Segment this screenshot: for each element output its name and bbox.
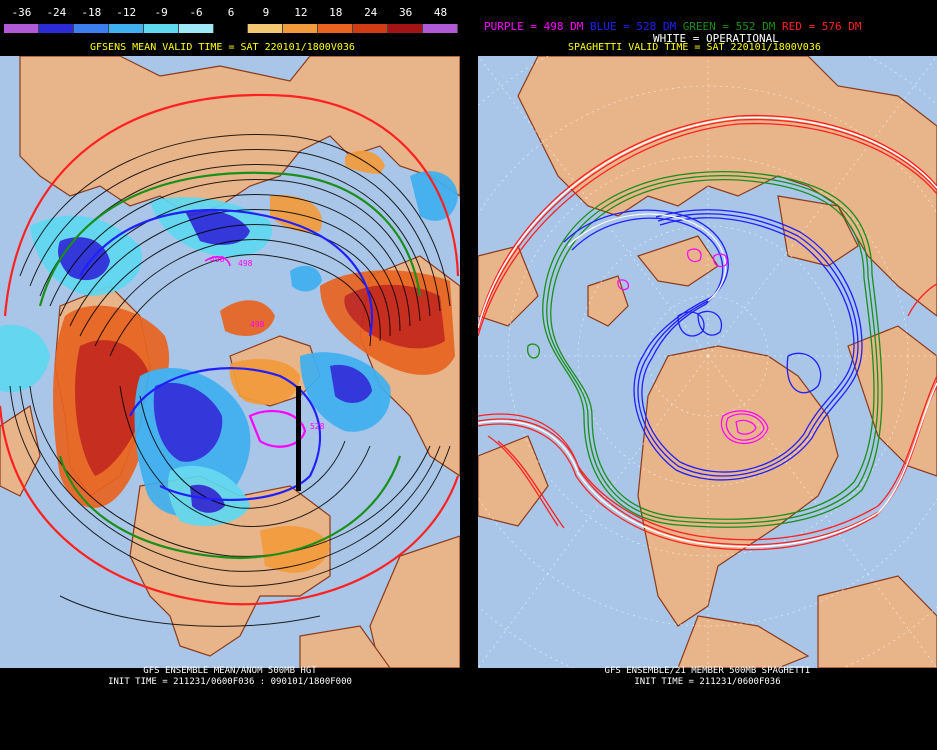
- colorbar-tick-label: 18: [329, 6, 343, 19]
- colorbar-tick-label: -36: [11, 6, 32, 19]
- colorbar-swatch: [388, 24, 424, 33]
- right-footer-init-time: INIT TIME = 211231/0600F036: [634, 677, 781, 687]
- colorbar-swatch: [73, 24, 109, 33]
- colorbar-swatch: [4, 24, 39, 33]
- colorbar-swatch: [143, 24, 179, 33]
- colorbar-swatch: [108, 24, 144, 33]
- colorbar-tick-label: -12: [116, 6, 137, 19]
- blue-operational-line: [567, 213, 727, 302]
- anomaly-colorbar: -36 -24 -18 -12 -9 -6 6 9 12 18 24 36 48: [4, 2, 458, 40]
- right-footer: GFS ENSEMBLE/21 MEMBER 500MB SPAGHETTI I…: [478, 666, 937, 692]
- colorbar-swatch: [38, 24, 74, 33]
- contour-label: 498: [210, 255, 225, 264]
- colorbar-swatch: [318, 24, 354, 33]
- colorbar-tick-label: 12: [294, 6, 308, 19]
- legend-green: GREEN = 552 DM: [682, 20, 776, 33]
- colorbar-tick-label: 48: [433, 6, 448, 19]
- right-landmasses: [478, 56, 937, 668]
- colorbar-tick-label: 36: [398, 6, 413, 19]
- colorbar-tick-label: 6: [227, 6, 235, 19]
- left-map: 498 498 498 528: [0, 56, 460, 668]
- left-contour-labels: 498 498 498 528: [210, 255, 325, 431]
- colorbar-tick-label: -24: [46, 6, 67, 19]
- right-green-contours: [527, 170, 883, 528]
- left-section-marker: [296, 386, 301, 491]
- colorbar-swatch: [248, 24, 284, 33]
- colorbar-tick-label: 9: [262, 6, 270, 19]
- left-map-svg: 498 498 498 528: [0, 56, 460, 668]
- left-footer-init-time: INIT TIME = 211231/0600F036 : 090101/180…: [108, 677, 352, 687]
- legend-operational: WHITE = OPERATIONAL: [653, 32, 779, 45]
- right-red-contours: [478, 114, 937, 551]
- colorbar-tick-label: -9: [154, 6, 168, 19]
- contour-label: 498: [250, 320, 265, 329]
- right-polar-grid: [478, 56, 937, 668]
- left-key-contours: [0, 93, 460, 606]
- colorbar-swatch: [423, 24, 458, 33]
- colorbar-tick-label: 24: [364, 6, 378, 19]
- right-valid-time-title: SPAGHETTI VALID TIME = SAT 220101/1800V0…: [568, 42, 821, 53]
- right-purple-contours: [617, 248, 769, 445]
- right-footer-product: GFS ENSEMBLE/21 MEMBER 500MB SPAGHETTI: [604, 666, 811, 676]
- left-panel-ensemble-mean: -36 -24 -18 -12 -9 -6 6 9 12 18 24 36 48 GFSENS MEAN…: [0, 0, 460, 750]
- legend-red: RED = 576 DM: [782, 20, 862, 33]
- legend-purple: PURPLE = 498 DM: [484, 20, 584, 33]
- left-valid-time-title: GFSENS MEAN VALID TIME = SAT 220101/1800…: [90, 42, 355, 53]
- colorbar-tick-labels: -36 -24 -18 -12 -9 -6 6 9 12 18 24 36 48: [4, 2, 458, 19]
- red-operational-line: [478, 382, 937, 548]
- left-anomaly-fills: [0, 150, 458, 573]
- red-operational-line: [478, 116, 937, 329]
- contour-label: 528: [310, 422, 325, 431]
- colorbar-swatch: [213, 24, 249, 33]
- spaghetti-legend: PURPLE = 498 DM BLUE = 528 DM GREEN = 55…: [484, 20, 862, 33]
- left-footer-product: GFS ENSEMBLE MEAN/ANOM 500MB HGT: [143, 666, 317, 676]
- right-panel-spaghetti: PURPLE = 498 DM BLUE = 528 DM GREEN = 55…: [478, 0, 937, 750]
- right-map-svg: [478, 56, 937, 668]
- left-height-contours: [9, 134, 451, 627]
- colorbar-tick-label: -6: [189, 6, 203, 19]
- colorbar-swatch: [353, 24, 389, 33]
- panel-divider: [460, 0, 478, 750]
- right-map: [478, 56, 937, 668]
- colorbar-tick-label: -18: [81, 6, 102, 19]
- colorbar-swatch: [178, 24, 214, 33]
- contour-label: 498: [238, 259, 253, 268]
- legend-blue: BLUE = 528 DM: [589, 20, 677, 33]
- left-footer: GFS ENSEMBLE MEAN/ANOM 500MB HGT INIT TI…: [0, 666, 460, 692]
- colorbar-swatches: [4, 24, 458, 33]
- colorbar-swatch: [283, 24, 319, 33]
